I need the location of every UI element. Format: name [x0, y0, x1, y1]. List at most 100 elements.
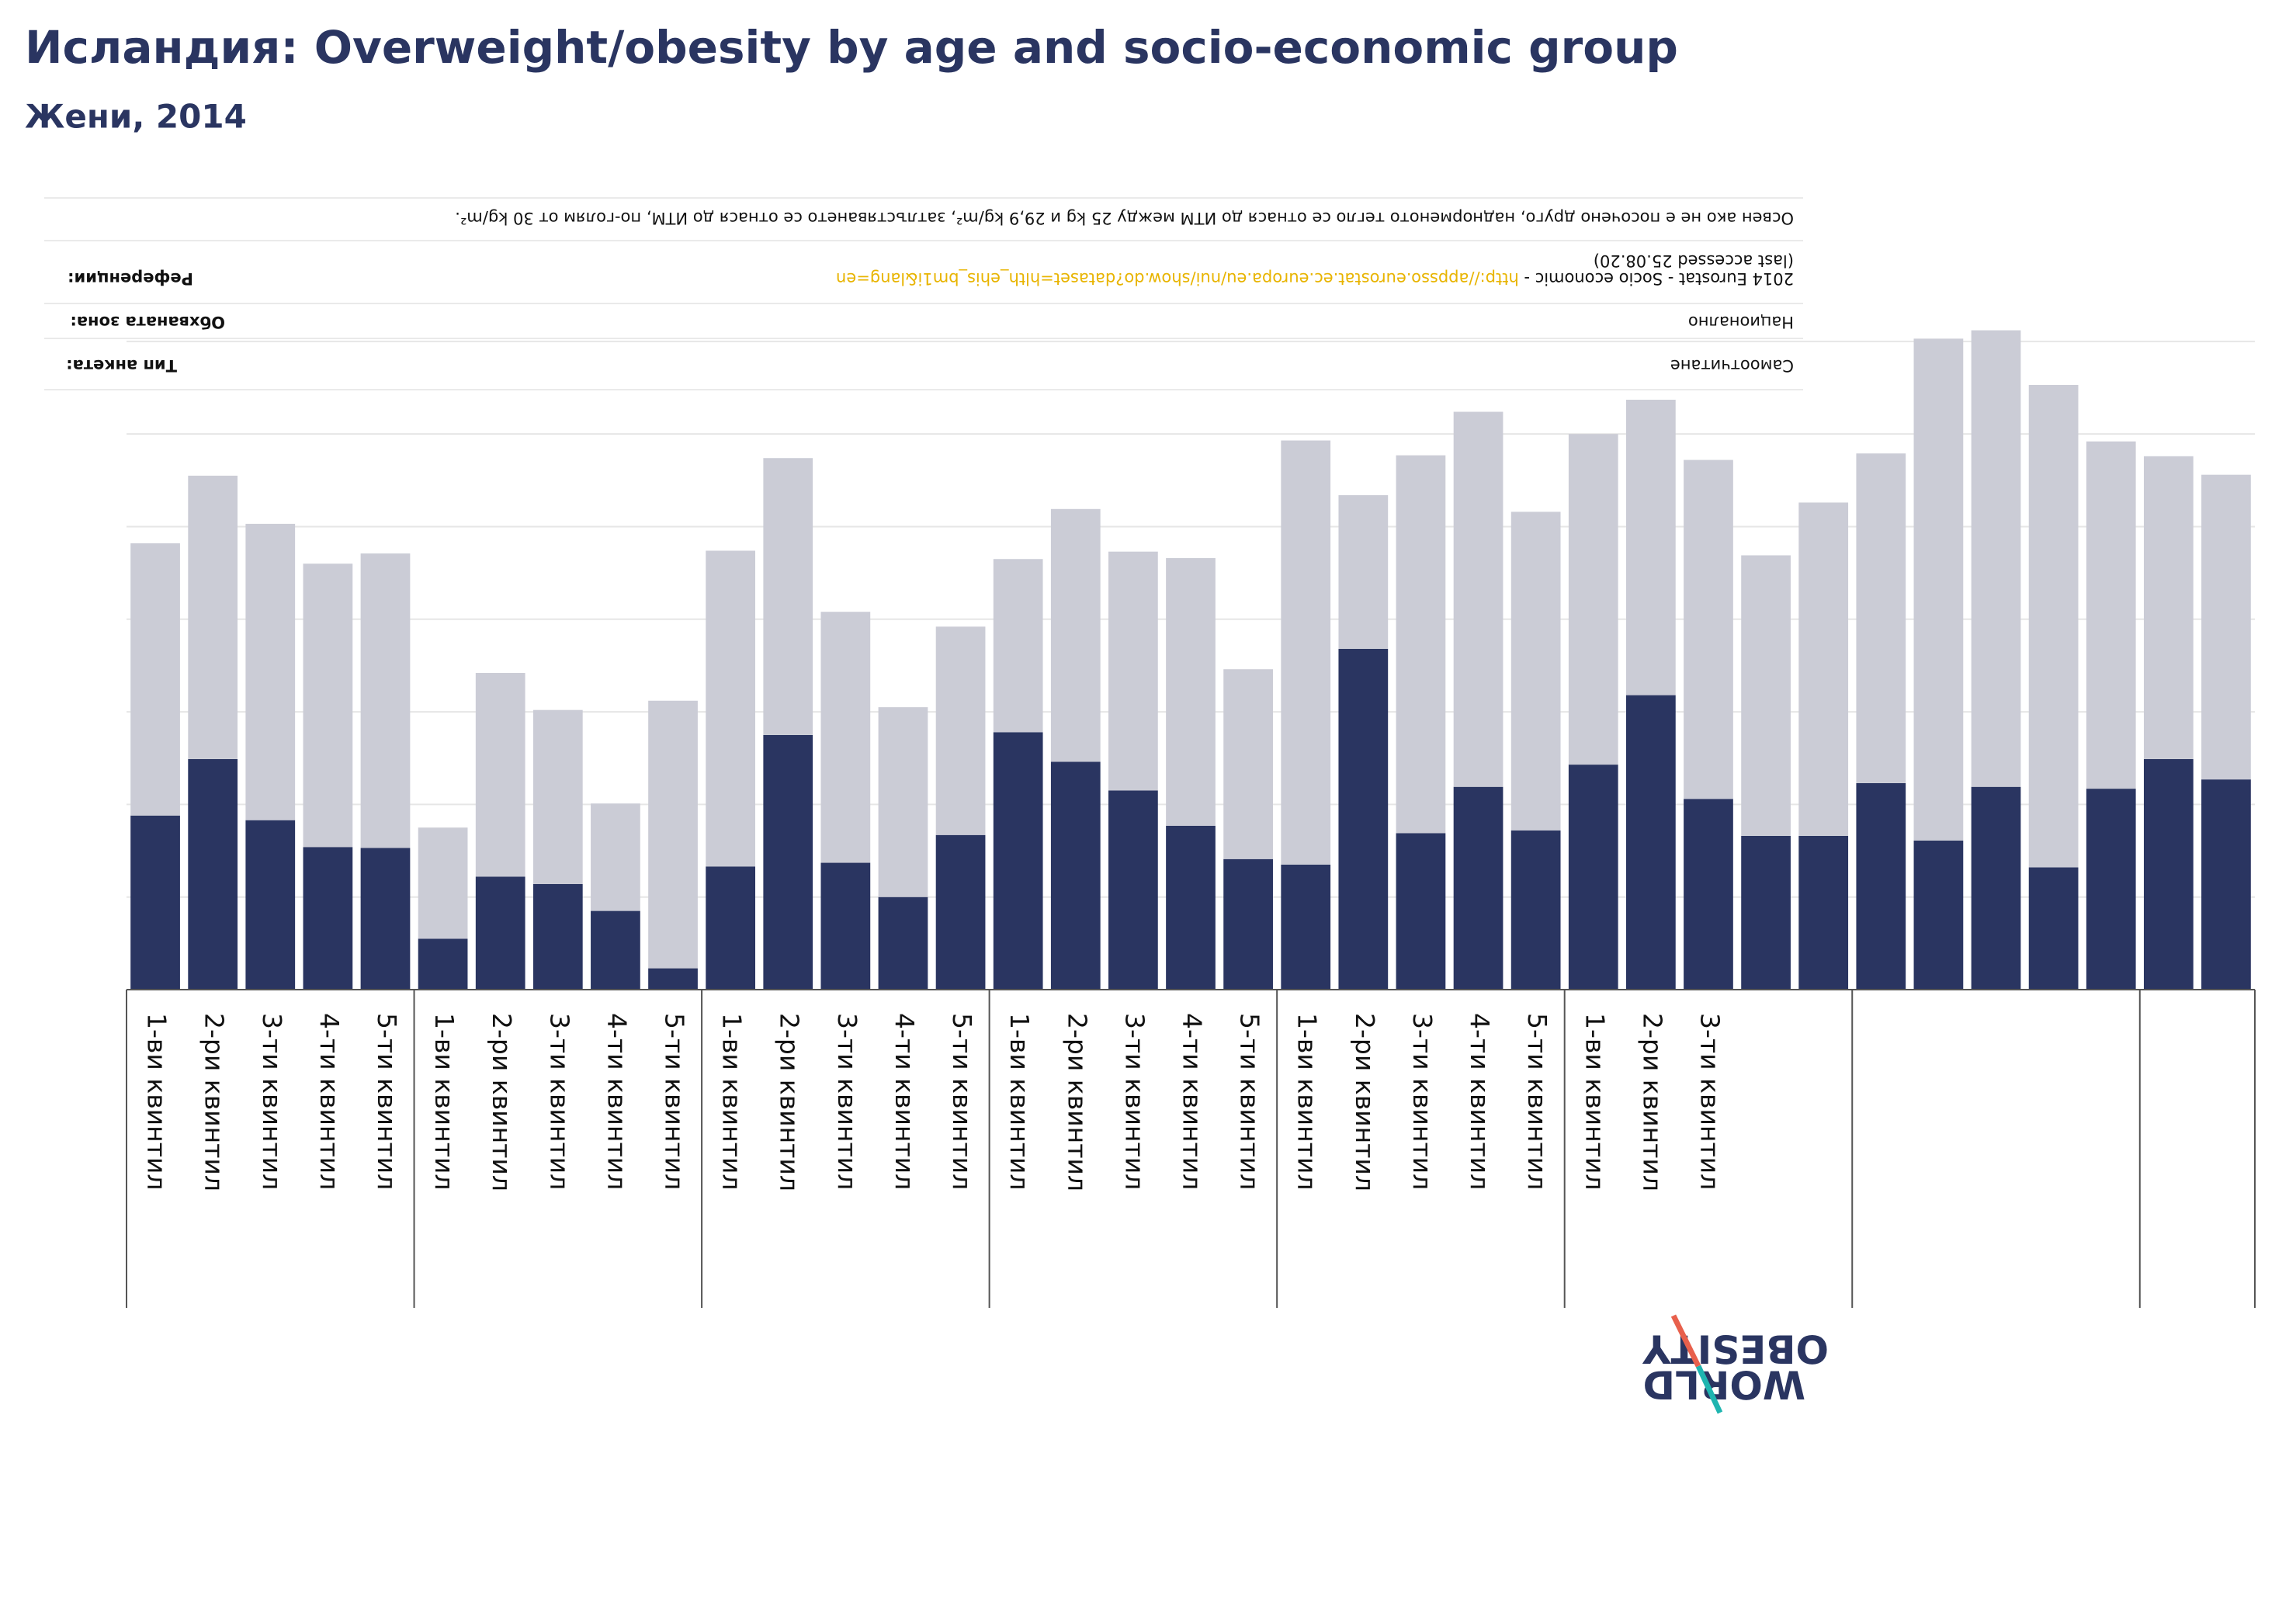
- chart-title: Исландия: Overweight/obesity by age and …: [25, 21, 1678, 74]
- bar-segment: [1684, 460, 1733, 799]
- x-tick-label: 3-ти квинтил: [1694, 1013, 1725, 1190]
- bar-segment: [188, 475, 238, 759]
- x-tick-label: 2-ри квинтил: [1350, 1013, 1380, 1191]
- bar-segment: [245, 523, 296, 820]
- bar-segment: [1798, 835, 1849, 990]
- bar-segment: [1050, 761, 1101, 990]
- bar-segment: [418, 827, 468, 939]
- bar-segment: [763, 458, 813, 735]
- x-tick-label: 5-ти квинтил: [947, 1013, 977, 1190]
- bar-segment: [820, 862, 871, 990]
- x-tick-label: 5-ти квинтил: [1235, 1013, 1265, 1190]
- x-tick-label: 3-ти квинтил: [544, 1013, 574, 1190]
- area-value: Национално: [1688, 313, 1794, 331]
- x-tick-label: 3-ти квинтил: [257, 1013, 287, 1190]
- x-tick-label: 3-ти квинтил: [832, 1013, 862, 1190]
- bar-segment: [1338, 494, 1389, 649]
- bar-segment: [1856, 782, 1906, 990]
- x-tick-label: 4-ти квинтил: [1177, 1013, 1208, 1190]
- x-tick-label: 3-ти квинтил: [1119, 1013, 1150, 1190]
- bar-segment: [475, 876, 525, 990]
- bar-segment: [2028, 867, 2079, 990]
- chart-subtitle: Жени, 2014: [25, 98, 247, 136]
- x-tick-label: 4-ти квинтил: [602, 1013, 632, 1190]
- bar-segment: [648, 968, 698, 990]
- bar-segment: [1108, 790, 1158, 990]
- bar-segment: [1166, 558, 1216, 826]
- x-tick-label: 4-ти квинтил: [890, 1013, 920, 1190]
- x-tick-label: 1-ви квинтил: [429, 1013, 460, 1190]
- bar-segment: [648, 700, 698, 969]
- x-tick-label: 5-ти квинтил: [1522, 1013, 1552, 1190]
- bar-segment: [360, 848, 411, 990]
- bar-segment: [1971, 786, 2021, 990]
- definition-note: Освен ако не е посочено друго, наднормен…: [455, 209, 1794, 227]
- bar-segment: [360, 553, 411, 848]
- x-tick-label: 2-ри квинтил: [1062, 1013, 1092, 1191]
- x-tick-label: 1-ви квинтил: [1580, 1013, 1610, 1190]
- bar-segment: [1856, 453, 1906, 783]
- x-tick-label: 2-ри квинтил: [775, 1013, 805, 1191]
- bar-segment: [878, 896, 928, 990]
- bar-segment: [993, 732, 1043, 990]
- bar-segment: [1453, 786, 1503, 990]
- bar-segment: [878, 707, 928, 897]
- x-tick-label: 4-ти квинтил: [1465, 1013, 1495, 1190]
- bar-segment: [591, 803, 640, 911]
- bar-segment: [1050, 508, 1101, 762]
- bar-segment: [303, 847, 353, 990]
- bar-segment: [2086, 441, 2136, 789]
- bar-segment: [706, 866, 756, 990]
- logo-slash: [1695, 1365, 1723, 1414]
- bar-segment: [1223, 669, 1273, 859]
- survey-value: Самоотчитане: [1670, 356, 1794, 375]
- bar-segment: [935, 626, 986, 835]
- bar-segment: [1396, 455, 1446, 834]
- bar-segment: [1625, 400, 1676, 695]
- references-accessed: (last accessed 25.08.20): [1594, 251, 1794, 270]
- bar-segment: [820, 612, 871, 863]
- bar-segment: [188, 758, 238, 990]
- bar-segment: [1223, 858, 1273, 990]
- bar-segment: [2201, 779, 2251, 990]
- x-tick-label: 5-ти квинтил: [660, 1013, 690, 1190]
- references-link[interactable]: http://appsso.eurostat.ec.europa.eu/nui/…: [836, 269, 1519, 288]
- bar-segment: [2201, 474, 2251, 780]
- x-tick-label: 2-ри квинтил: [199, 1013, 230, 1191]
- bar-segment: [1396, 833, 1446, 990]
- bar-segment: [1971, 330, 2021, 787]
- x-tick-label: 1-ви квинтил: [1292, 1013, 1323, 1190]
- bar-segment: [475, 672, 525, 877]
- bar-segment: [2086, 789, 2136, 990]
- bar-segment: [1510, 512, 1561, 831]
- bar-segment: [706, 550, 756, 867]
- x-tick-label: 2-ри квинтил: [1637, 1013, 1667, 1191]
- bar-segment: [130, 815, 180, 990]
- bar-segment: [1510, 830, 1561, 990]
- x-tick-label: 2-ри квинтил: [487, 1013, 517, 1191]
- bar-segment: [591, 910, 640, 990]
- logo: WORLD OBESITY: [1642, 1314, 1829, 1414]
- bar-segment: [1741, 555, 1791, 836]
- bar-segment: [993, 559, 1043, 733]
- logo-word: OBESITY: [1642, 1326, 1829, 1372]
- bar-segment: [2143, 456, 2194, 759]
- bar-segment: [1741, 835, 1791, 990]
- bar-segment: [1338, 648, 1389, 990]
- bar-segment: [1568, 765, 1618, 990]
- bar-segment: [1913, 840, 1964, 990]
- area-label: Обхваната зона:: [70, 313, 225, 331]
- x-tick-label: 1-ви квинтил: [1004, 1013, 1035, 1190]
- bar-segment: [2143, 758, 2194, 990]
- x-tick-label: 1-ви квинтил: [717, 1013, 747, 1190]
- logo-slash: [1670, 1314, 1701, 1368]
- header-lines: [44, 197, 1803, 390]
- references-label: Референции:: [68, 269, 193, 288]
- x-tick-label: 4-ти квинтил: [314, 1013, 345, 1190]
- bar-segment: [1684, 799, 1733, 990]
- bar-segment: [532, 709, 583, 884]
- bar-segment: [1281, 440, 1331, 865]
- bar-segment: [1166, 825, 1216, 990]
- x-tick-label: 5-ти квинтил: [372, 1013, 402, 1190]
- bar-segment: [418, 938, 468, 990]
